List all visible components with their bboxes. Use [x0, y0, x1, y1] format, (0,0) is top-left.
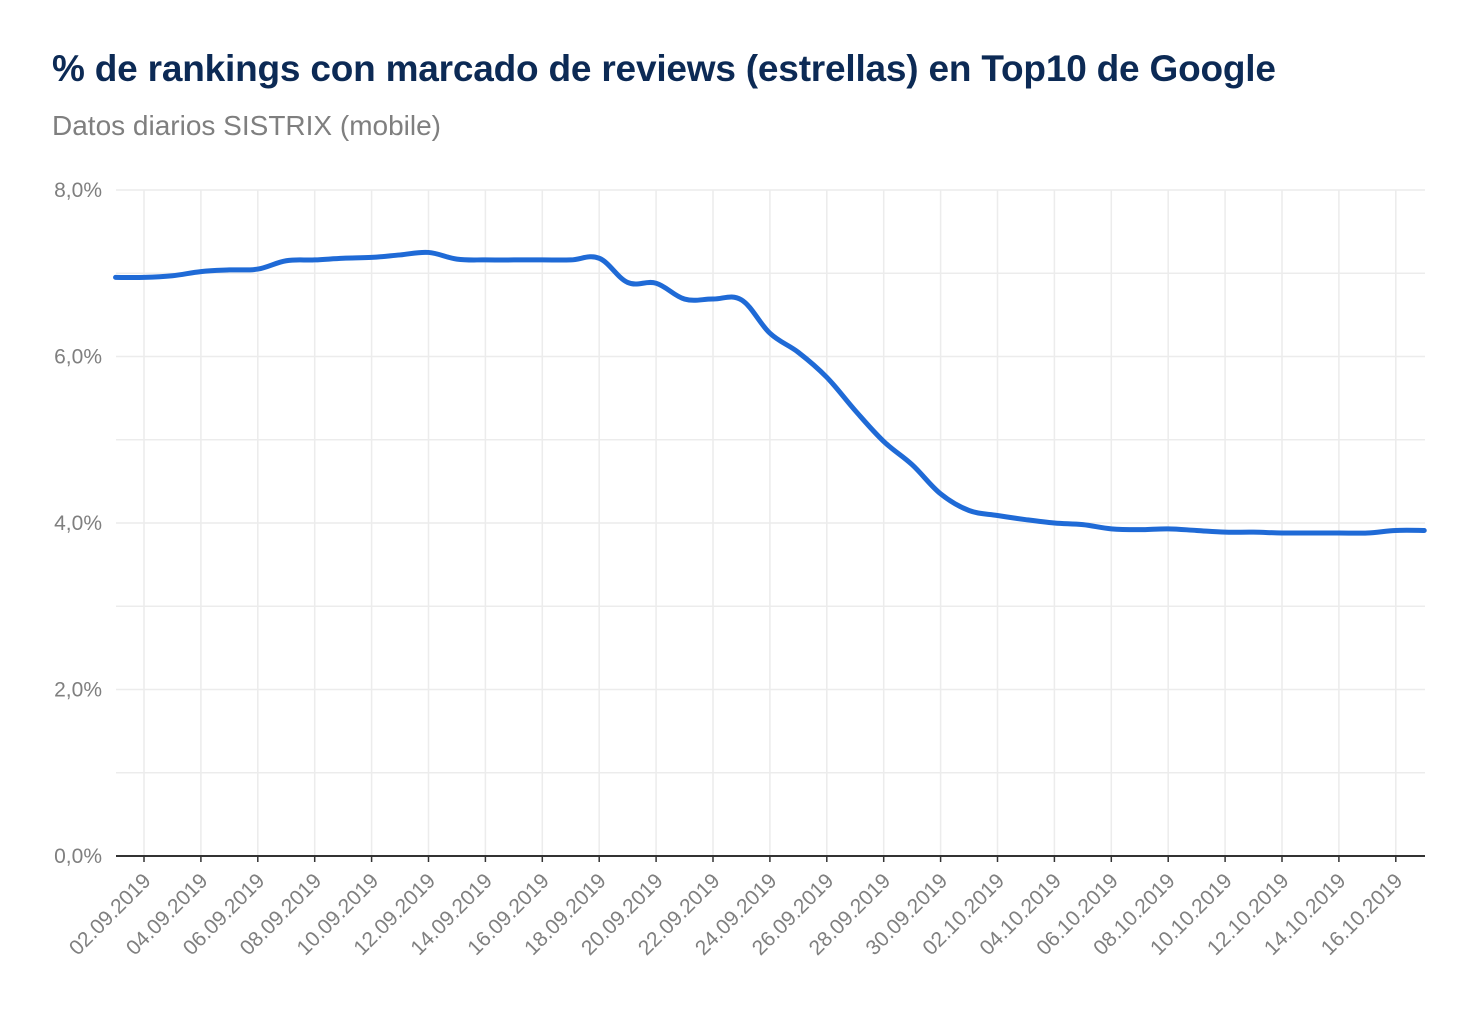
data-point — [113, 274, 119, 280]
data-point — [653, 280, 659, 286]
grid — [116, 189, 1425, 856]
data-point — [767, 330, 773, 336]
data-point — [1336, 530, 1342, 536]
y-tick-label: 4,0% — [54, 512, 102, 535]
y-tick-label: 2,0% — [54, 679, 102, 702]
data-point — [198, 269, 204, 275]
data-point — [1137, 527, 1143, 533]
data-point — [852, 408, 858, 414]
data-point — [482, 257, 488, 263]
data-point — [340, 255, 346, 261]
data-point — [312, 257, 318, 263]
series-line — [113, 249, 1427, 536]
data-point — [966, 508, 972, 514]
data-point — [226, 267, 232, 273]
data-point — [568, 257, 574, 263]
data-point — [824, 374, 830, 380]
data-point — [169, 273, 175, 279]
data-point — [596, 255, 602, 261]
chart-title: % de rankings con marcado de reviews (es… — [52, 48, 1276, 89]
data-point — [1023, 517, 1029, 523]
data-point — [1364, 530, 1370, 536]
chart-subtitle: Datos diarios SISTRIX (mobile) — [52, 110, 442, 141]
data-point — [909, 462, 915, 468]
data-point — [539, 257, 545, 263]
data-point — [1165, 526, 1171, 532]
data-point — [682, 296, 688, 302]
data-point — [738, 297, 744, 303]
y-tick-label: 0,0% — [54, 845, 102, 868]
data-point — [1194, 527, 1200, 533]
data-point — [1108, 526, 1114, 532]
data-point — [938, 491, 944, 497]
data-point — [283, 258, 289, 264]
axes: 0,0%2,0%4,0%6,0%8,0%02.09.201904.09.2019… — [54, 179, 1425, 960]
data-point — [369, 254, 375, 260]
data-point — [1222, 529, 1228, 535]
data-point — [1080, 522, 1086, 528]
data-point — [710, 296, 716, 302]
y-tick-label: 8,0% — [54, 179, 102, 202]
data-point — [1051, 520, 1057, 526]
series — [113, 249, 1427, 536]
data-point — [1421, 527, 1427, 533]
data-point — [625, 279, 631, 285]
data-point — [511, 257, 517, 263]
data-point — [881, 438, 887, 444]
data-point — [255, 266, 261, 272]
data-point — [995, 513, 1001, 519]
data-point — [454, 256, 460, 262]
data-point — [1251, 529, 1257, 535]
data-point — [141, 274, 147, 280]
y-tick-label: 6,0% — [54, 346, 102, 369]
data-point — [1393, 527, 1399, 533]
data-point — [1279, 530, 1285, 536]
data-point — [397, 252, 403, 258]
data-point — [426, 249, 432, 255]
data-point — [1307, 530, 1313, 536]
data-point — [795, 349, 801, 355]
